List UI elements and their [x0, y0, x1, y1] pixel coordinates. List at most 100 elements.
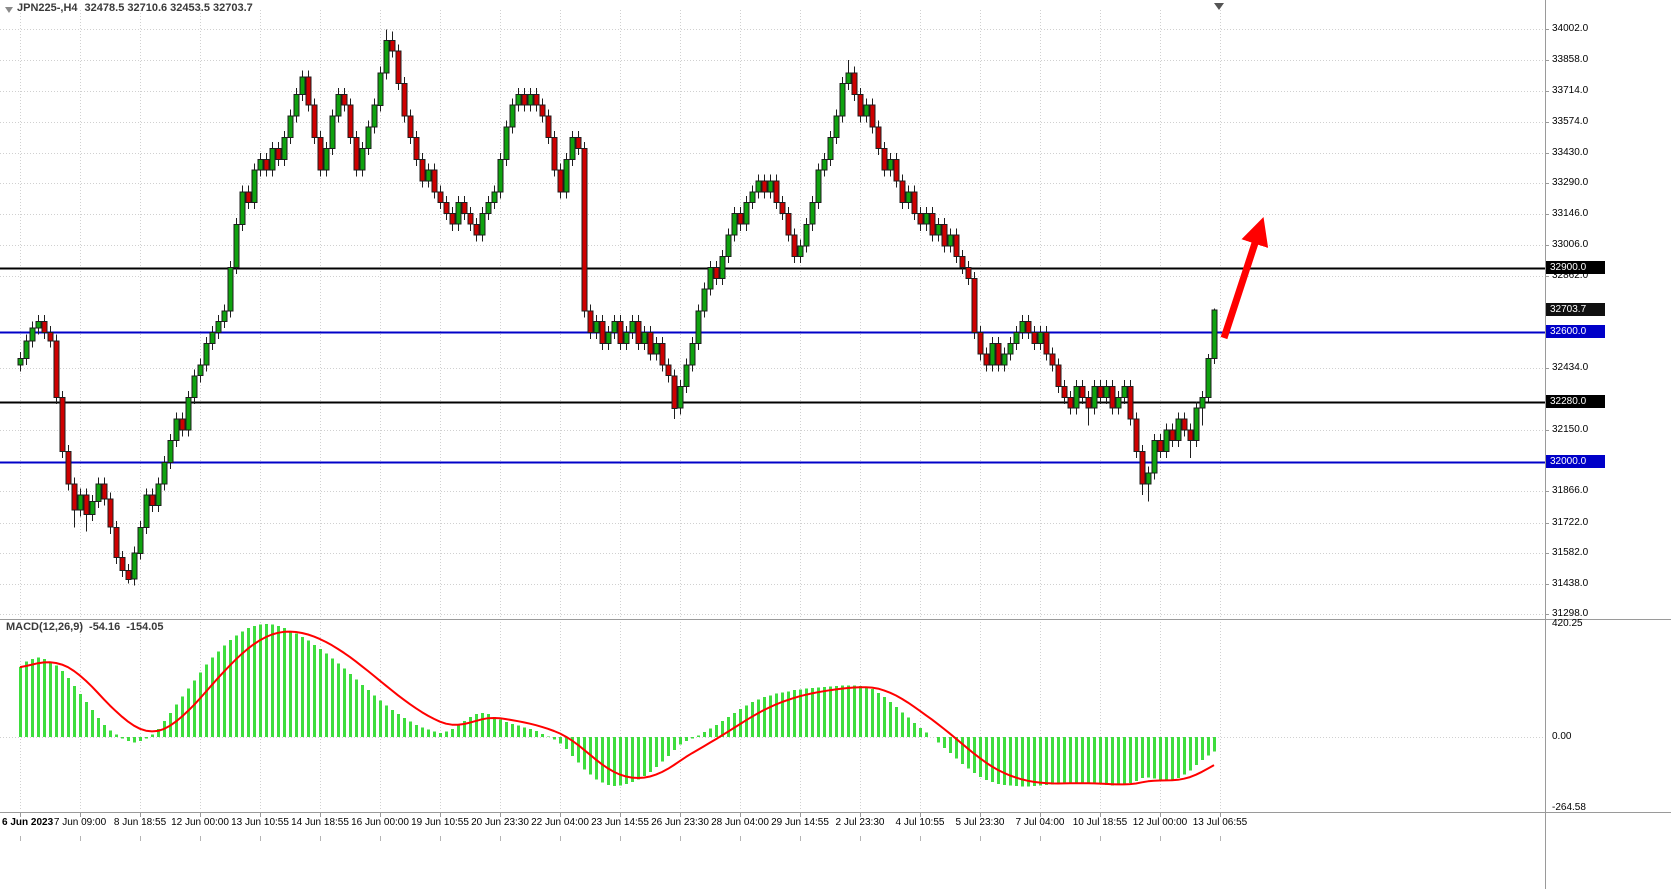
candle-bull — [299, 76, 306, 95]
candles — [17, 29, 1218, 586]
candle-bear — [773, 180, 780, 204]
candle-bull — [335, 93, 342, 117]
candle-bear — [1061, 386, 1068, 398]
time-axis-label: 6 Jun 2023 — [2, 817, 54, 828]
candle-bear — [671, 375, 678, 409]
candle-bear — [1181, 418, 1188, 431]
candle-bear — [881, 148, 888, 171]
candle-bull — [569, 137, 576, 160]
candle-bull — [845, 72, 852, 85]
candle-bear — [851, 72, 858, 95]
candle-bull — [95, 483, 102, 502]
candle-bull — [233, 223, 240, 269]
candle-bear — [149, 494, 156, 507]
collapse-triangle-icon[interactable] — [5, 7, 13, 13]
candle-bull — [191, 375, 198, 398]
candle-bear — [47, 332, 54, 342]
candle-bull — [23, 340, 30, 359]
price-axis-label: 33574.0 — [1552, 116, 1589, 127]
candle-bull — [173, 418, 180, 442]
candle-bear — [353, 137, 360, 171]
time-axis-label: 26 Jun 23:30 — [651, 817, 709, 828]
candle-bull — [803, 223, 810, 247]
candle-bull — [491, 191, 498, 204]
candle-bear — [1067, 396, 1074, 409]
candle-bear — [53, 340, 60, 398]
candle-bull — [563, 158, 570, 193]
candle-bull — [593, 321, 600, 334]
candle-bull — [629, 321, 636, 334]
candle-bull — [359, 148, 366, 171]
candle-bull — [167, 440, 174, 463]
candle-bull — [1007, 342, 1014, 355]
candle-bull — [161, 461, 168, 485]
candle-bull — [479, 212, 486, 236]
candle-bull — [503, 126, 510, 160]
candle-bull — [923, 212, 930, 225]
candle-bull — [947, 234, 954, 247]
candle-bear — [635, 321, 642, 344]
candle-bull — [743, 202, 750, 225]
time-axis-label: 28 Jun 04:00 — [711, 817, 769, 828]
candle-bear — [467, 212, 474, 225]
candle-bear — [857, 93, 864, 117]
candle-bear — [59, 396, 66, 452]
candle-bull — [239, 191, 246, 225]
time-axis-label: 29 Jun 14:55 — [771, 817, 829, 828]
candle-bear — [305, 76, 312, 106]
time-axis-label: 23 Jun 14:55 — [591, 817, 649, 828]
price-badge-32900.0: 32900.0 — [1546, 261, 1605, 274]
candle-bull — [1145, 472, 1152, 485]
price-axis[interactable]: 34002.0 33858.0 33714.0 33574.0 33430.0 33290… — [1546, 0, 1671, 889]
candle-bear — [1049, 353, 1056, 366]
candle-bear — [317, 137, 324, 171]
time-axis-label: 22 Jun 04:00 — [531, 817, 589, 828]
candle-bear — [995, 342, 1002, 366]
time-axis-label: 7 Jul 04:00 — [1015, 817, 1065, 828]
candle-bull — [155, 483, 162, 507]
candle-bull — [35, 321, 42, 329]
candle-bull — [197, 364, 204, 377]
price-axis-label: 33714.0 — [1552, 85, 1589, 96]
candle-bear — [539, 104, 546, 117]
candle-bear — [521, 93, 528, 106]
price-axis-label: 34002.0 — [1552, 23, 1589, 34]
time-axis-label: 8 Jun 18:55 — [113, 817, 167, 828]
candle-bear — [533, 93, 540, 106]
candle-bull — [1019, 321, 1026, 334]
price-axis-label: 31582.0 — [1552, 547, 1589, 558]
price-axis-label: 33858.0 — [1552, 54, 1589, 65]
candle-bear — [545, 115, 552, 139]
candle-bear — [113, 526, 120, 559]
candle-bear — [761, 180, 768, 193]
candle-bull — [815, 169, 822, 204]
candle-bear — [1031, 332, 1038, 344]
candle-bull — [203, 342, 210, 366]
candle-bear — [581, 148, 588, 312]
candle-bear — [65, 451, 72, 485]
macd-signal-value: -154.05 — [126, 621, 164, 633]
candle-bear — [713, 267, 720, 279]
candle-bull — [131, 552, 138, 580]
price-axis-label: 33006.0 — [1552, 239, 1589, 250]
candle-bear — [1139, 451, 1146, 485]
candle-bull — [653, 342, 660, 355]
candle-bull — [1193, 407, 1200, 442]
time-axis[interactable]: 6 Jun 2023 7 Jun 09:00 8 Jun 18:55 12 Jun 0… — [0, 813, 1545, 889]
macd-axis-label: -264.58 — [1552, 802, 1586, 813]
candle-bull — [269, 148, 276, 171]
candle-bear — [869, 104, 876, 128]
candle-bear — [665, 364, 672, 377]
candle-bear — [791, 234, 798, 258]
candle-bear — [413, 137, 420, 160]
price-axis-label: 33430.0 — [1552, 147, 1589, 158]
candle-bull — [707, 267, 714, 290]
candle-bear — [1055, 364, 1062, 387]
candle-bull — [827, 137, 834, 160]
candle-bear — [875, 126, 882, 150]
chart-shift-marker[interactable] — [1214, 3, 1224, 10]
trend-arrow[interactable] — [1220, 217, 1269, 340]
